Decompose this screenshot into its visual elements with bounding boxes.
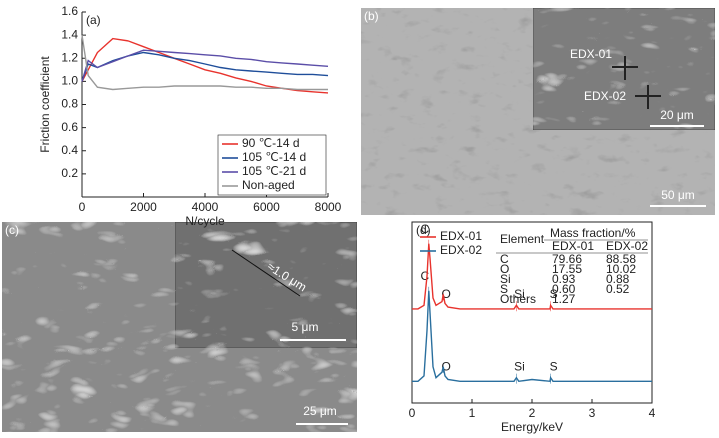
table-cell: C — [500, 252, 509, 266]
y-axis-label: Friction coefficient — [38, 56, 52, 153]
table-cell: S — [500, 282, 508, 296]
table-header: Element — [500, 232, 545, 246]
y-tick-label: 0.6 — [61, 120, 78, 134]
scale-label: 5 μm — [292, 320, 319, 334]
peak-label: O — [442, 359, 451, 373]
table-column: EDX-02 — [606, 239, 648, 253]
legend-label: 105 ℃-14 d — [242, 150, 306, 164]
legend-label: 90 ℃-14 d — [242, 136, 300, 150]
peak-label: O — [442, 287, 451, 301]
legend-label: Non-aged — [242, 178, 295, 192]
y-tick-label: 1.0 — [61, 74, 78, 88]
peak-label: S — [550, 287, 558, 301]
edx-cross — [612, 56, 661, 109]
x-tick-label: 4000 — [192, 200, 219, 214]
table-column: EDX-01 — [552, 239, 594, 253]
table-cell: 0.93 — [552, 272, 576, 286]
table-cell: 88.58 — [606, 252, 636, 266]
y-tick-label: 1.2 — [61, 50, 78, 64]
series-line — [412, 243, 652, 310]
scale-label: 25 μm — [303, 404, 337, 418]
x-tick-label: 2000 — [130, 200, 157, 214]
table-cell: 79.66 — [552, 252, 582, 266]
x-tick-label: 0 — [409, 406, 416, 420]
series-line — [81, 34, 328, 91]
peak-label: C — [420, 222, 429, 236]
table-cell: Si — [500, 272, 511, 286]
x-tick-label: 8000 — [315, 200, 342, 214]
series-line — [412, 290, 652, 383]
y-tick-label: 1.6 — [61, 4, 78, 18]
table-cell: 0.88 — [606, 272, 630, 286]
series-line — [81, 51, 329, 82]
series-line — [81, 37, 329, 94]
point-label: EDX-02 — [584, 89, 626, 103]
y-tick-label: 0.4 — [61, 143, 78, 157]
legend-label: EDX-01 — [440, 229, 482, 243]
x-tick-label: 2 — [529, 406, 536, 420]
table-cell: 0.52 — [606, 282, 630, 296]
x-tick-label: 4 — [649, 406, 656, 420]
x-tick-label: 3 — [589, 406, 596, 420]
peak-label: S — [550, 359, 558, 373]
panel-label: (a) — [86, 13, 101, 27]
arrow — [231, 249, 301, 297]
peak-label: C — [420, 269, 429, 283]
panel-label: (c) — [5, 223, 19, 237]
x-axis-label: Energy/keV — [501, 420, 563, 434]
table-cell: Others — [500, 292, 536, 306]
legend-label: EDX-02 — [440, 243, 482, 257]
point-label: EDX-01 — [570, 47, 612, 61]
table-header: Mass fraction/% — [550, 226, 636, 240]
x-axis-label: N/cycle — [185, 214, 225, 228]
legend-box — [217, 134, 327, 196]
peak-label: Si — [514, 287, 525, 301]
series-line — [81, 49, 329, 82]
table-cell: 17.55 — [552, 262, 582, 276]
x-tick-label: 1 — [469, 406, 476, 420]
sem-image-c: (c) ≈1.0 μm 5 μm 25 μm — [2, 221, 358, 432]
table-cell: 1.27 — [552, 292, 576, 306]
panel-label: (d) — [416, 223, 431, 237]
x-tick-label: 0 — [79, 200, 86, 214]
peak-label: Si — [514, 359, 525, 373]
table-cell: 10.02 — [606, 262, 636, 276]
scale-label: 20 μm — [660, 108, 694, 122]
table-cell: O — [500, 262, 509, 276]
legend-label: 105 ℃-21 d — [242, 164, 306, 178]
y-tick-label: 0.2 — [61, 166, 78, 180]
x-tick-label: 6000 — [253, 200, 280, 214]
y-tick-label: 1.4 — [61, 27, 78, 41]
sem-image-b: (b) EDX-01 EDX-02 20 μm 50 μm — [361, 7, 716, 215]
scale-label: 50 μm — [661, 188, 695, 202]
table-cell: 0.60 — [552, 282, 576, 296]
panel-label: (b) — [364, 9, 379, 23]
y-tick-label: 0.8 — [61, 97, 78, 111]
